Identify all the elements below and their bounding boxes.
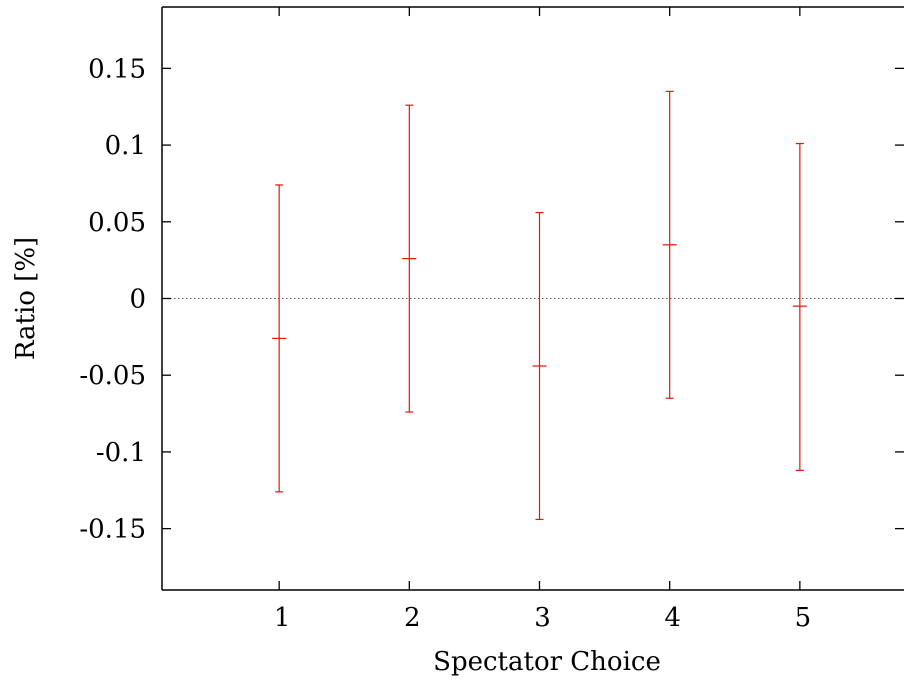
error-bar-point: [792, 142, 807, 471]
y-tick-label: 0: [129, 285, 146, 315]
error-bar-point: [532, 211, 547, 521]
y-axis-label: Ratio [%]: [11, 237, 41, 360]
y-tick-label: 0.05: [88, 208, 146, 238]
x-tick-label: 1: [274, 603, 291, 633]
y-tick-label: -0.1: [96, 438, 146, 468]
x-tick-label: 3: [534, 603, 551, 633]
y-tick-label: 0.1: [105, 131, 146, 161]
y-tick-label: -0.15: [79, 515, 146, 545]
error-bar-point: [402, 104, 417, 413]
x-axis-label: Spectator Choice: [433, 647, 661, 677]
x-tick-label: 5: [795, 603, 812, 633]
x-tick-label: 4: [664, 603, 681, 633]
error-bars: [272, 90, 807, 521]
x-tick-label: 2: [404, 603, 421, 633]
error-bar-point: [662, 90, 677, 399]
error-bar-point: [272, 184, 287, 493]
axis-ticks: 0.15 0.1 0.05 0 -0.05 -0.1 -0.15 1 2 3 4 5: [79, 7, 904, 633]
plot-frame: [161, 6, 904, 591]
y-tick-label: -0.05: [79, 361, 146, 391]
y-tick-label: 0.15: [88, 54, 146, 84]
